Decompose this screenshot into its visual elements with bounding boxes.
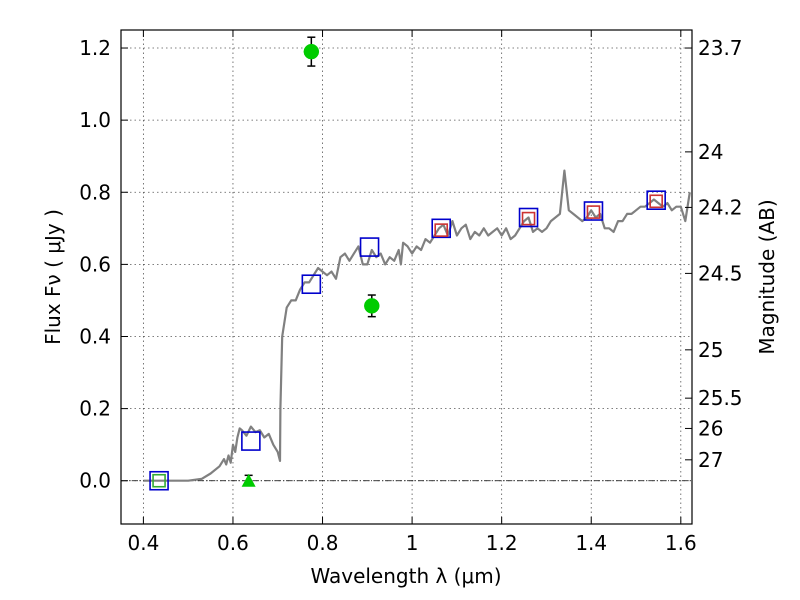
y2-tick-label: 24.2 (698, 195, 743, 219)
y2-tick-label: 26 (698, 416, 723, 440)
y2-axis-label: Magnitude (AB) (755, 199, 779, 354)
y-tick-label: 1.0 (79, 108, 111, 132)
y2-tick-label: 25.5 (698, 386, 743, 410)
y2-tick-label: 25 (698, 338, 723, 362)
y-tick-label: 0.0 (79, 469, 111, 493)
x-tick-label: 0.6 (217, 531, 249, 555)
photometry-square (649, 194, 663, 209)
photometry-square (434, 223, 449, 237)
photometry-square (583, 201, 604, 221)
photometry-square (359, 237, 380, 257)
photometry-square (431, 218, 452, 239)
y2-tick-label: 24 (698, 140, 723, 164)
grid (121, 30, 692, 524)
spectrum-line (143, 169, 691, 482)
y-axis-label: Flux Fν ( μJy ) (41, 209, 65, 345)
plot-frame (120, 29, 693, 525)
y2-tick-label: 27 (698, 448, 723, 472)
photometry-square (241, 431, 261, 451)
photometry-square (518, 207, 539, 228)
observed-point (303, 43, 320, 60)
photometry-markers (149, 36, 666, 491)
y2-tick-label: 24.5 (698, 261, 743, 285)
x-tick-label: 1.2 (486, 531, 518, 555)
y-tick-label: 0.2 (79, 397, 111, 421)
y-tick-label: 1.2 (79, 36, 111, 60)
x-tick-label: 1.4 (575, 531, 607, 555)
axis-ticks: 0.4 0.6 0.8 1 1.2 1.4 1.6 0.0 0.2 0.4 0.6 0.8 1.0 1.2… (79, 30, 743, 555)
photometry-square (586, 205, 601, 219)
photometry-square (149, 470, 169, 491)
observed-triangle (241, 473, 256, 487)
y-tick-label: 0.6 (79, 252, 111, 276)
photometry-square (152, 473, 166, 488)
photometry-square (646, 190, 666, 210)
x-tick-label: 0.4 (127, 531, 159, 555)
x-tick-label: 1.6 (665, 531, 697, 555)
y-tick-label: 0.8 (79, 180, 111, 204)
y2-tick-label: 23.7 (698, 36, 743, 60)
photometry-square (521, 211, 536, 226)
model-spectrum (143, 169, 691, 482)
y-tick-label: 0.4 (79, 324, 111, 348)
x-axis-label: Wavelength λ (μm) (310, 564, 501, 588)
x-tick-label: 0.8 (307, 531, 339, 555)
photometry-square (301, 274, 322, 295)
observed-point (364, 298, 380, 314)
x-tick-label: 1 (406, 531, 419, 555)
